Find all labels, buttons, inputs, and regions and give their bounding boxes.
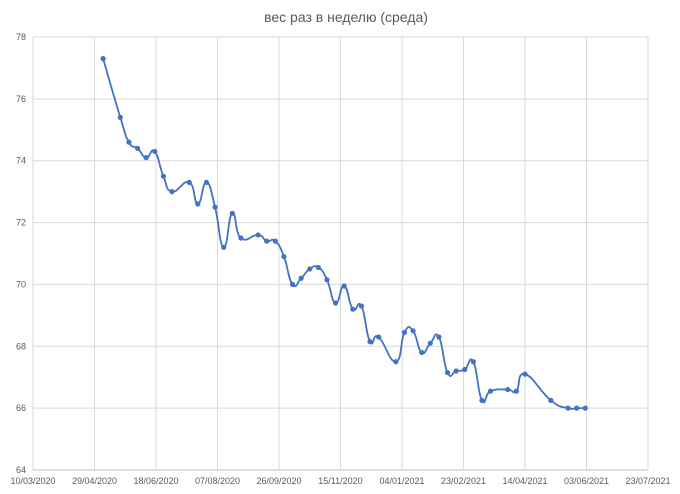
data-point [324,277,330,283]
x-tick-label: 23/02/2021 [441,476,486,486]
data-point [160,173,166,179]
data-point [341,283,347,289]
data-point [134,145,141,151]
data-point [419,349,425,356]
x-tick-label: 23/07/2021 [625,476,670,486]
data-point [289,281,296,288]
data-point [298,275,304,281]
data-point [152,148,158,155]
data-point [410,328,416,334]
data-point [169,189,175,195]
data-point [505,386,511,393]
x-tick-label: 18/06/2020 [133,476,178,486]
y-axis-ticks: 64 66 68 70 72 74 76 78 [16,32,26,475]
data-point [221,244,227,250]
data-point [238,235,244,241]
data-point [513,388,519,394]
x-tick-label: 10/03/2020 [10,476,55,486]
data-point [358,303,365,309]
data-point [444,369,451,376]
x-tick-label: 04/01/2021 [379,476,424,486]
data-points [100,56,588,411]
data-point [332,300,339,306]
data-point [307,266,313,272]
y-tick-label: 72 [16,218,26,228]
x-tick-label: 07/08/2020 [195,476,240,486]
y-tick-label: 76 [16,94,26,104]
data-point [126,139,132,145]
data-point [264,238,270,244]
data-point [367,339,373,345]
data-point [203,179,210,185]
data-point [427,340,433,346]
y-tick-label: 78 [16,32,26,42]
x-axis-ticks: 10/03/2020 29/04/2020 18/06/2020 07/08/2020… [10,476,670,486]
data-point [453,368,459,374]
chart-title: вес раз в неделю (среда) [264,9,428,25]
data-point [376,334,382,340]
data-point [574,405,580,411]
data-point [350,306,356,312]
data-point [401,329,408,335]
data-point [470,359,476,365]
data-point [143,155,149,161]
data-point [195,201,201,207]
y-tick-label: 66 [16,403,26,413]
data-point [462,366,468,373]
data-point [487,388,494,394]
x-tick-label: 03/06/2021 [564,476,609,486]
y-tick-label: 64 [16,465,26,475]
y-tick-label: 70 [16,279,26,289]
data-point [212,204,218,210]
data-point [229,210,235,216]
data-point [315,264,321,271]
data-point [272,238,278,244]
data-point [186,179,192,185]
x-tick-label: 15/11/2020 [318,476,362,486]
data-point [479,397,485,404]
data-point [281,253,287,260]
data-point [100,56,106,62]
series-line [102,58,586,410]
data-point [117,114,123,121]
data-point [393,359,399,365]
y-tick-label: 74 [16,156,26,166]
data-point [565,405,571,411]
data-point [548,397,554,404]
x-tick-label: 29/04/2020 [72,476,117,486]
data-point [522,371,528,377]
data-point [255,232,261,238]
grid-lines [32,36,649,471]
data-point [436,334,442,340]
data-point [582,405,588,411]
x-tick-label: 14/04/2021 [502,476,547,486]
y-tick-label: 68 [16,341,26,351]
x-tick-label: 26/09/2020 [256,476,301,486]
